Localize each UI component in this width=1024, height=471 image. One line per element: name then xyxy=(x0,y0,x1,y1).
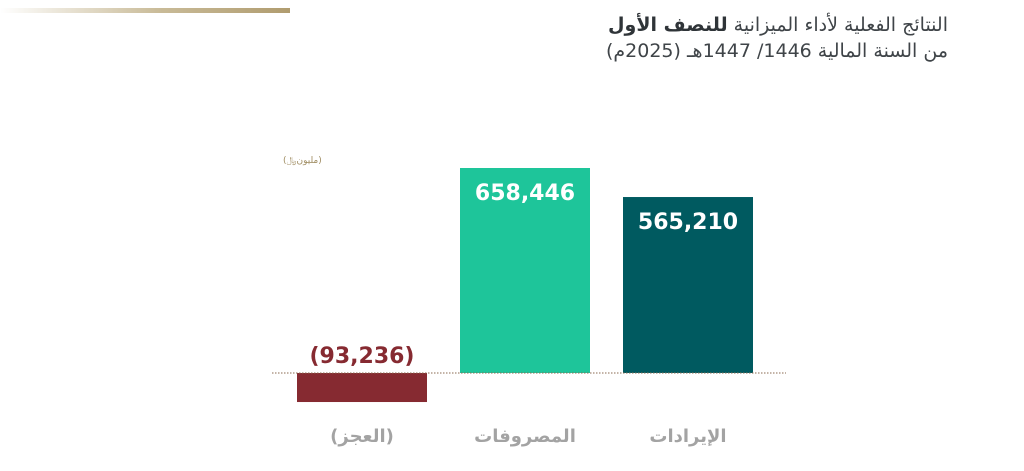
chart-header: النتائج الفعلية لأداء الميزانية للنصف ال… xyxy=(606,12,948,64)
title-bold-part: للنصف الأول xyxy=(608,14,728,36)
decorative-top-line xyxy=(0,8,290,13)
chart-title: النتائج الفعلية لأداء الميزانية للنصف ال… xyxy=(606,12,948,38)
value-label-2: 658,446 xyxy=(475,181,575,206)
bar-1 xyxy=(297,373,427,403)
value-label-3: 565,210 xyxy=(638,210,738,235)
bar-2 xyxy=(460,168,590,373)
value-label-1: (93,236) xyxy=(309,344,414,369)
category-label-1: (العجز) xyxy=(330,426,394,447)
unit-label: (مليون﷼) xyxy=(283,156,322,166)
chart-subtitle: من السنة المالية 1446/ 1447هـ (2025م) xyxy=(605,40,948,62)
title-regular-part: النتائج الفعلية لأداء الميزانية xyxy=(733,14,948,36)
bar-3 xyxy=(623,197,753,373)
category-label-3: الإيرادات xyxy=(649,426,726,447)
category-label-2: المصروفات xyxy=(474,426,576,447)
